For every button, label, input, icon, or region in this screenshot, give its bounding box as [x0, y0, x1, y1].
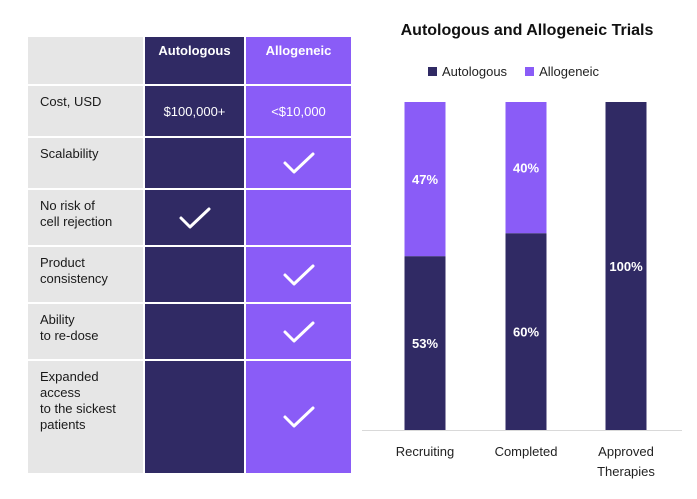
header-allogeneic-text: Allogeneic: [265, 43, 332, 58]
legend-swatch-allogeneic: [525, 67, 535, 76]
header-allogeneic: Allogeneic: [246, 37, 351, 84]
cell-allogeneic: [246, 190, 351, 245]
row-label: Product consistency: [28, 247, 143, 302]
cell-allogeneic: [246, 361, 351, 473]
legend-item-autologous: Autologous: [428, 64, 507, 79]
bar-allogeneic-recruiting: [404, 102, 446, 257]
cell-autologous: [145, 304, 244, 359]
row-label: No risk of cell rejection: [28, 190, 143, 245]
comparison-table: Autologous Allogeneic Cost, USD $100,000+ <$…: [28, 37, 351, 473]
data-label: 53%: [412, 336, 438, 351]
cell-allogeneic: [246, 138, 351, 188]
legend-label-autologous: Autologous: [442, 64, 508, 79]
legend-label-allogeneic: Allogeneic: [539, 64, 600, 79]
cell-autologous: [145, 190, 244, 245]
chart-legend: Autologous Allogeneic: [428, 64, 617, 79]
row-label: Expanded access to the sickest patients: [28, 361, 143, 473]
category-label: Approved Therapies: [597, 444, 655, 479]
category-label: Recruiting: [396, 444, 455, 459]
cell-allogeneic: <$10,000: [246, 86, 351, 136]
table-row: Expanded access to the sickest patients: [28, 361, 351, 473]
legend-item-allogeneic: Allogeneic: [525, 64, 599, 79]
table-row: Ability to re-dose: [28, 304, 351, 361]
bar-autologous-completed: [505, 233, 547, 430]
row-label: Ability to re-dose: [28, 304, 143, 359]
cell-allogeneic: [246, 304, 351, 359]
check-icon: [179, 207, 210, 228]
bar-autologous-recruiting: [404, 256, 446, 430]
header-autologous: Autologous: [145, 37, 244, 84]
check-icon: [283, 406, 314, 428]
table-row: Product consistency: [28, 247, 351, 304]
data-label: 60%: [513, 325, 539, 340]
data-label: 47%: [412, 172, 438, 187]
cell-autologous: [145, 247, 244, 302]
cell-autologous: [145, 361, 244, 473]
stacked-bar-chart: 53% 47% Recruiting 60% 40% Completed 100% Appro…: [362, 102, 682, 479]
bar-allogeneic-completed: [505, 102, 547, 234]
cell-allogeneic: [246, 247, 351, 302]
legend-swatch-autologous: [428, 67, 437, 76]
row-label: Scalability: [28, 138, 143, 188]
check-icon: [283, 152, 314, 174]
chart-title: Autologous and Allogeneic Trials: [400, 22, 654, 39]
data-label: 100%: [609, 259, 643, 274]
cell-allogeneic-text: <$10,000: [271, 103, 326, 119]
bar-autologous-approved: [605, 102, 647, 430]
table-row: Scalability: [28, 138, 351, 190]
table-row: Cost, USD $100,000+ <$10,000: [28, 86, 351, 138]
check-icon: [283, 264, 314, 285]
row-label: Cost, USD: [28, 86, 143, 136]
data-label: 40%: [513, 161, 539, 176]
table-corner-cell: [28, 37, 143, 84]
cell-autologous-text: $100,000+: [163, 103, 226, 119]
check-icon: [283, 321, 314, 342]
table-row: No risk of cell rejection: [28, 190, 351, 247]
header-autologous-text: Autologous: [158, 43, 231, 58]
table-header-row: Autologous Allogeneic: [28, 37, 351, 86]
category-label: Completed: [495, 444, 558, 459]
cell-autologous: $100,000+: [145, 86, 244, 136]
cell-autologous: [145, 138, 244, 188]
